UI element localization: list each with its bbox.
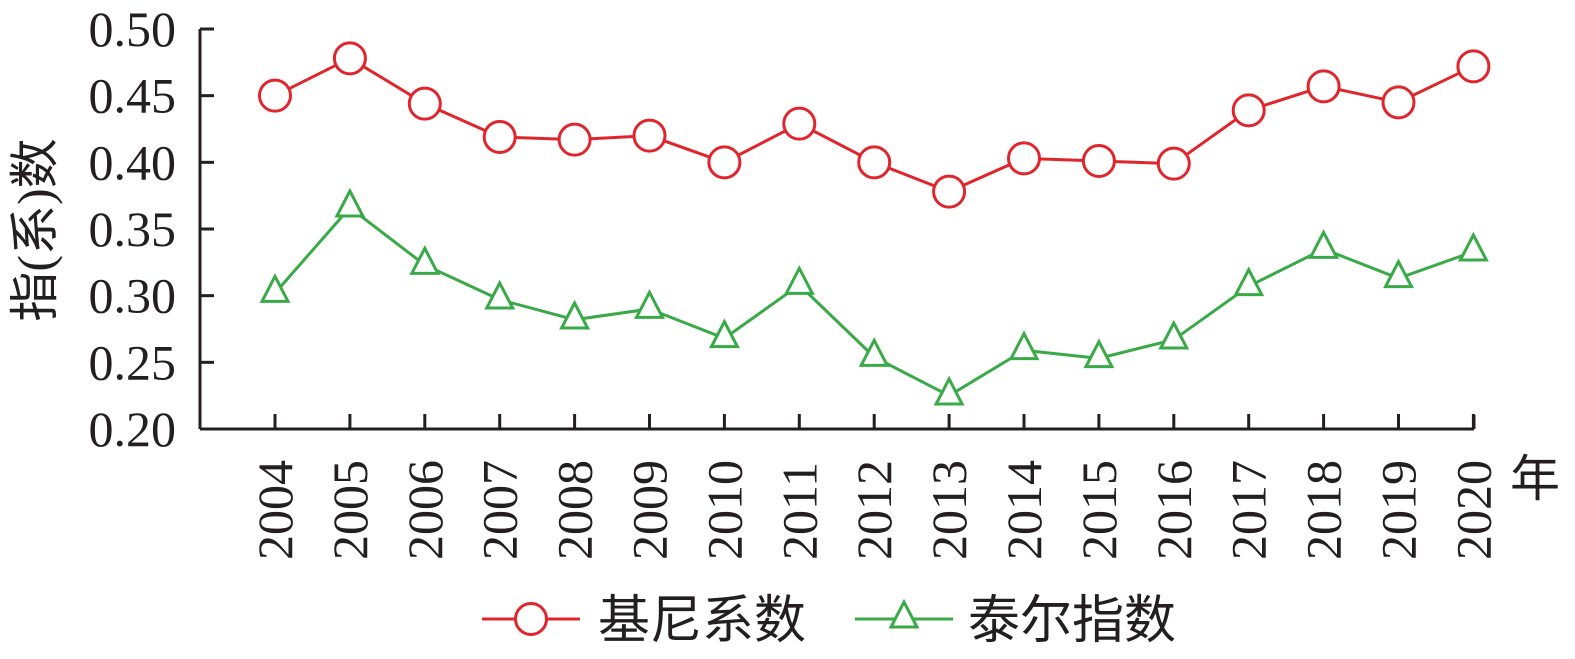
x-tick-label: 2018 [1296, 460, 1352, 560]
data-point [332, 41, 367, 76]
x-tick-label: 2004 [247, 460, 303, 560]
x-tick-label: 2013 [921, 460, 977, 560]
y-tick-label: 0.25 [89, 334, 177, 390]
x-tick-label: 2017 [1221, 460, 1277, 560]
data-point [783, 265, 815, 295]
x-tick-label: 2019 [1371, 460, 1427, 560]
legend: 基尼系数 泰尔指数 [482, 593, 1176, 650]
legend-label: 基尼系数 [598, 593, 806, 650]
data-point [1081, 144, 1116, 178]
x-tick-label: 2009 [622, 460, 678, 560]
y-axis: 0.20 0.25 0.30 0.35 0.40 0.45 0.50 [89, 1, 214, 457]
data-point [1158, 319, 1190, 350]
data-point [858, 337, 890, 367]
x-tick-label: 2010 [696, 460, 752, 560]
x-tick-label: 2008 [547, 460, 603, 560]
x-tick-label: 2020 [1445, 460, 1501, 560]
data-point [1083, 338, 1115, 369]
data-point [482, 120, 517, 154]
data-point [708, 318, 740, 349]
x-tick-label: 2007 [472, 460, 528, 560]
x-tick-label: 2015 [1071, 460, 1127, 560]
data-point [1007, 141, 1041, 176]
data-point [1383, 258, 1414, 289]
data-point [634, 289, 665, 319]
y-tick-label: 0.50 [89, 1, 177, 57]
x-tick-label: 2014 [996, 460, 1052, 560]
data-point [1456, 49, 1491, 84]
data-point [1231, 93, 1266, 128]
data-point [1156, 146, 1191, 181]
y-tick-label: 0.40 [89, 134, 177, 190]
data-point [707, 145, 742, 180]
x-tick-label: 2011 [771, 462, 827, 560]
x-tick-label: 2016 [1146, 460, 1202, 560]
data-point [484, 279, 516, 310]
x-tick-label: 2006 [397, 460, 453, 560]
data-point [559, 299, 591, 330]
data-point [407, 86, 442, 121]
data-point [932, 174, 967, 209]
y-axis-title: 指(系)数 [7, 138, 63, 321]
series-circle [258, 41, 1491, 209]
x-tick-label: 2012 [846, 460, 902, 560]
x-axis-unit-label: 年 [1510, 451, 1560, 507]
legend-triangle-marker-icon [888, 598, 920, 629]
y-tick-label: 0.35 [89, 201, 177, 257]
series-layer [258, 41, 1491, 406]
data-point [933, 375, 965, 406]
legend-item: 基尼系数 [482, 593, 806, 650]
data-point [1457, 231, 1489, 262]
data-point [1381, 85, 1416, 120]
data-point [334, 187, 366, 218]
y-tick-label: 0.20 [89, 401, 177, 457]
data-point [782, 106, 817, 141]
y-tick-label: 0.30 [89, 268, 177, 324]
data-point [1233, 266, 1265, 297]
data-point [259, 273, 291, 303]
data-point [1308, 229, 1340, 259]
x-tick-label: 2005 [322, 460, 378, 560]
data-point [1008, 330, 1040, 361]
y-tick-label: 0.45 [89, 68, 177, 124]
data-point [258, 78, 292, 113]
data-point [632, 118, 667, 153]
data-point [557, 122, 592, 157]
legend-item: 泰尔指数 [855, 593, 1176, 650]
data-point [857, 145, 892, 180]
x-axis: 2004 2005 2006 2007 2008 2009 2010 2011 2012 2013… [200, 414, 1501, 560]
legend-label: 泰尔指数 [968, 593, 1176, 650]
data-point [409, 245, 441, 275]
data-point [1306, 69, 1341, 104]
legend-circle-marker-icon [514, 602, 548, 636]
series-triangle [259, 187, 1489, 406]
